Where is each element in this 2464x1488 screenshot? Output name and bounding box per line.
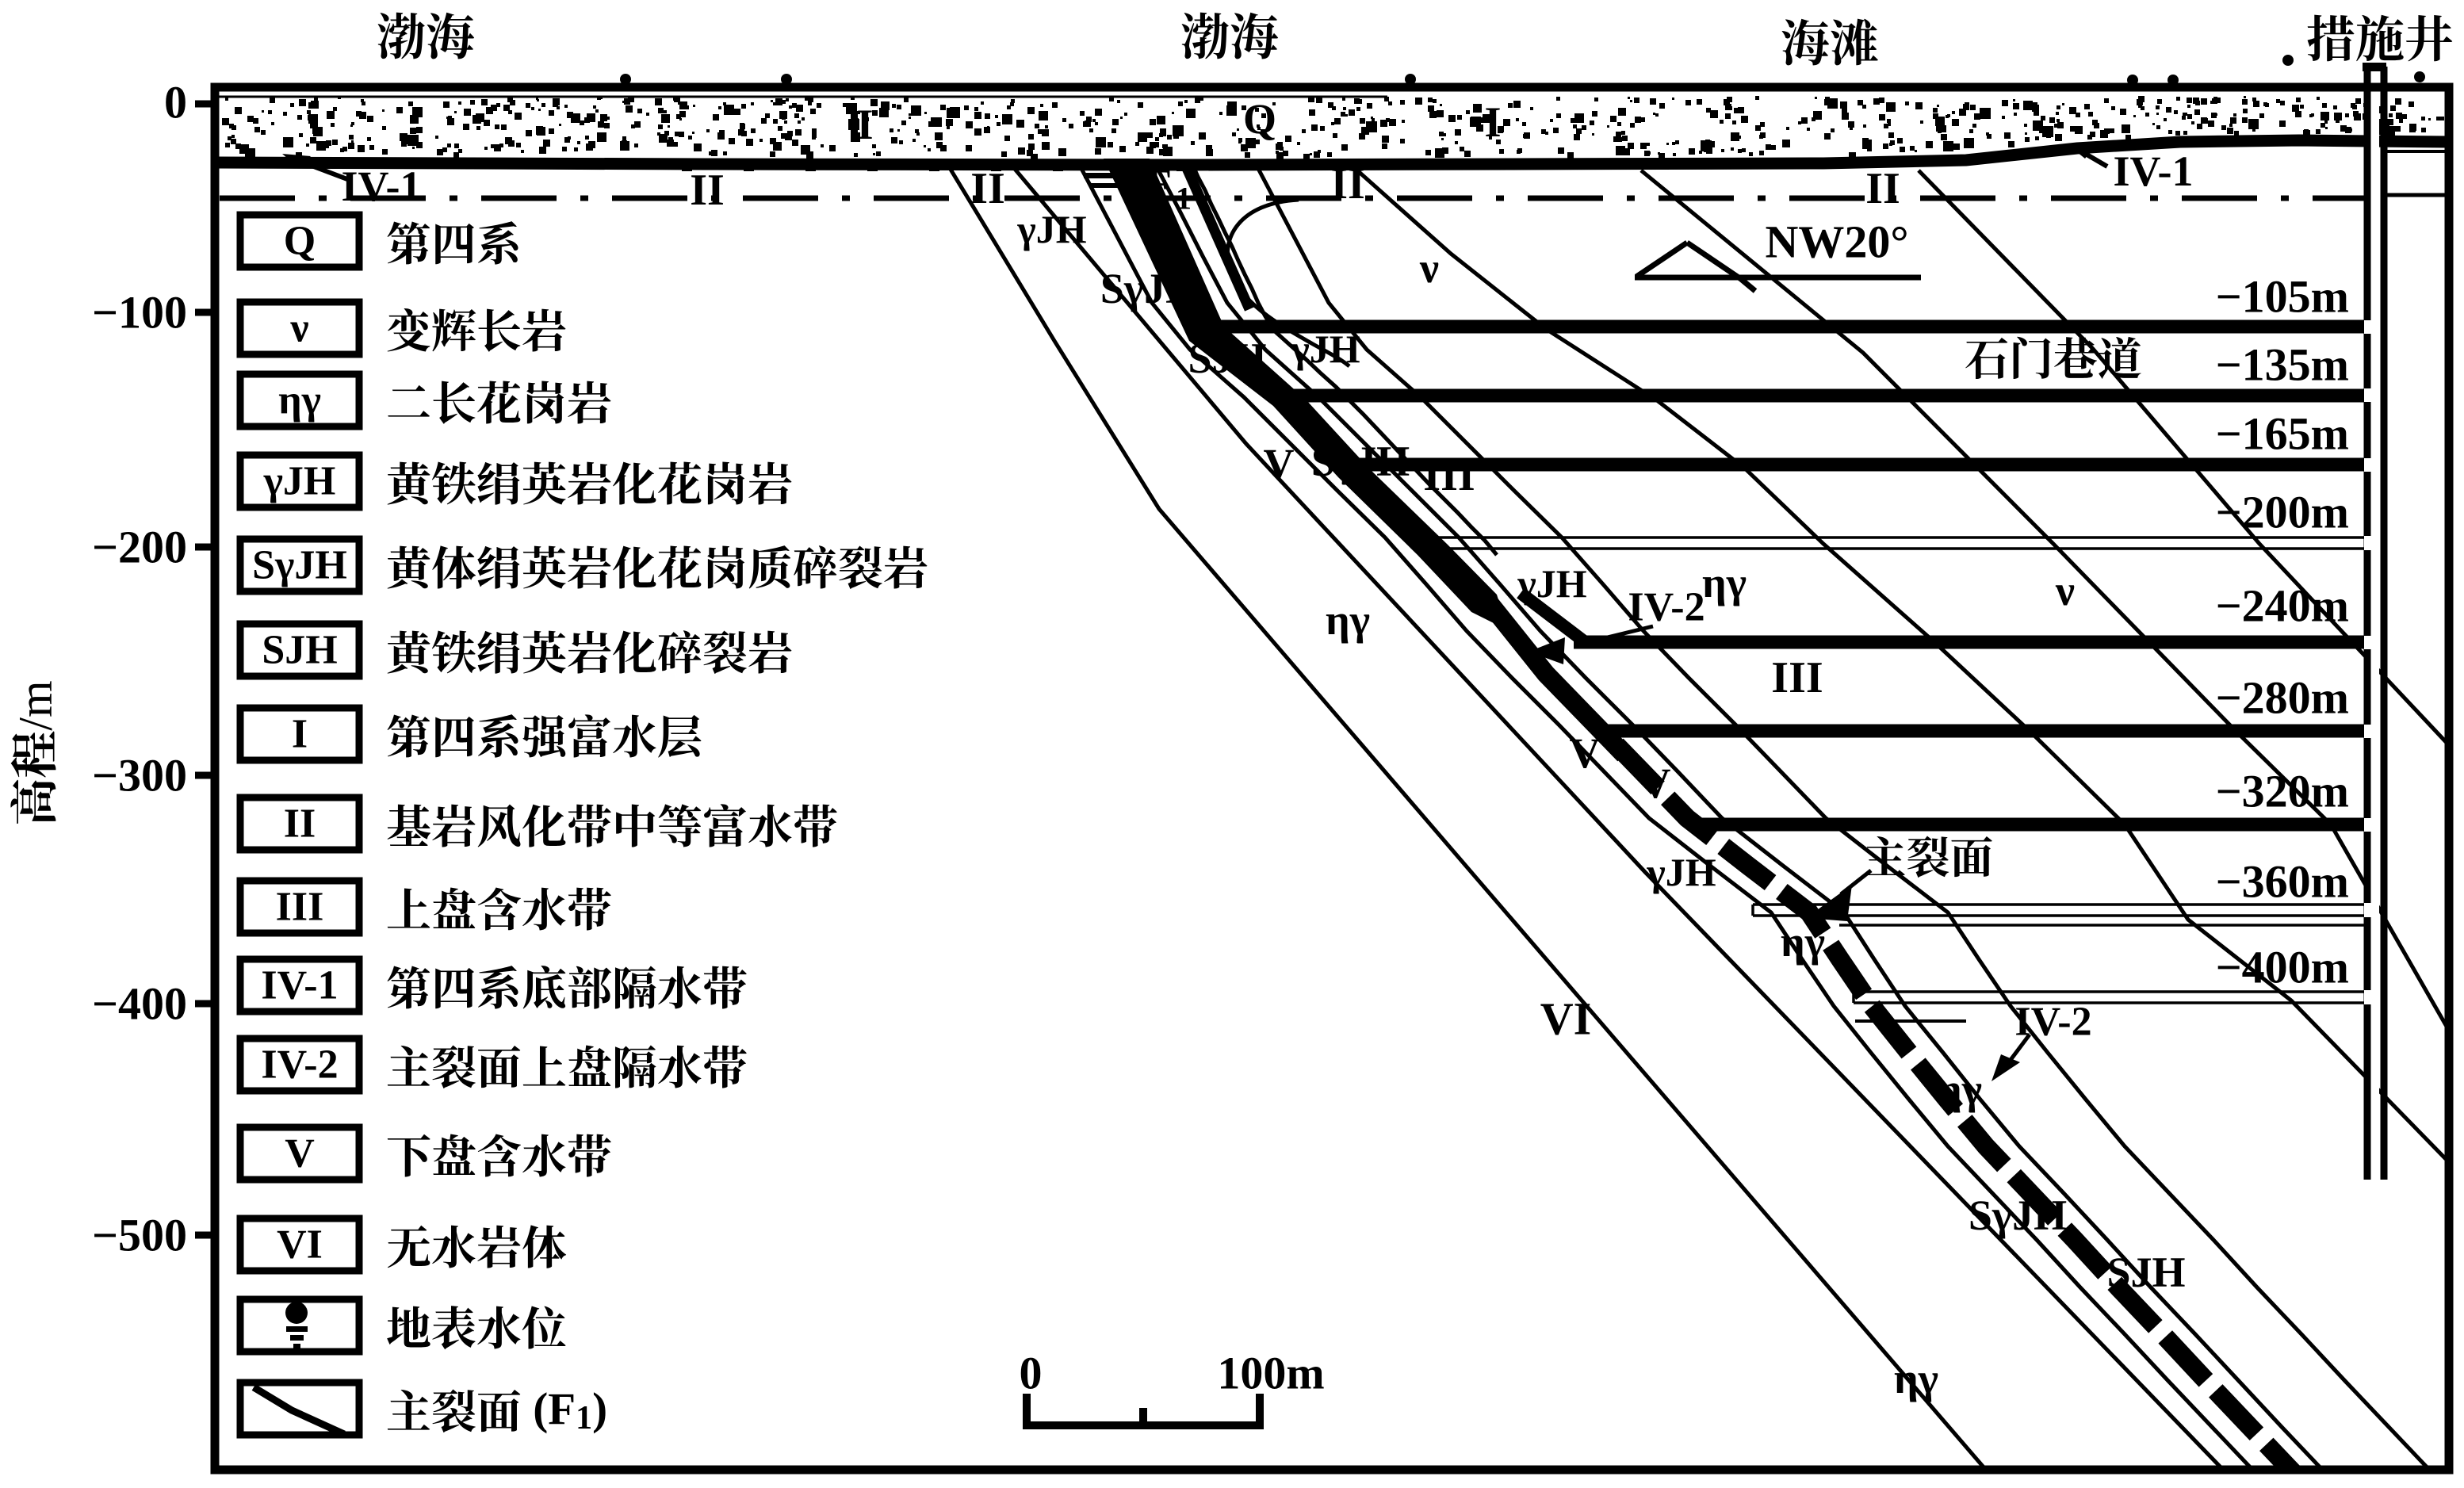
svg-text:III: III xyxy=(1771,653,1823,702)
svg-text:ηγ: ηγ xyxy=(278,378,321,423)
svg-text:−280m: −280m xyxy=(2216,672,2349,724)
svg-text:基岩风化带中等富水带: 基岩风化带中等富水带 xyxy=(386,791,838,856)
svg-text:II: II xyxy=(1865,164,1900,213)
svg-text:下盘含水带: 下盘含水带 xyxy=(386,1121,612,1186)
svg-text:IV-2: IV-2 xyxy=(261,1042,338,1088)
svg-text:SγJH: SγJH xyxy=(1100,265,1199,312)
svg-text:−500: −500 xyxy=(92,1210,187,1261)
svg-text:−200: −200 xyxy=(92,522,187,573)
svg-text:NW20°: NW20° xyxy=(1765,216,1908,268)
svg-text:SγJH: SγJH xyxy=(252,543,347,588)
svg-text:主裂面上盘隔水带: 主裂面上盘隔水带 xyxy=(386,1032,748,1097)
svg-text:石门巷道: 石门巷道 xyxy=(1965,325,2142,388)
svg-text:IV-1: IV-1 xyxy=(261,963,338,1008)
svg-text:1: 1 xyxy=(1176,181,1192,216)
svg-text:ν: ν xyxy=(1419,244,1439,292)
svg-text:黄铁绢英岩化碎裂岩: 黄铁绢英岩化碎裂岩 xyxy=(386,618,793,683)
svg-text:第四系强富水层: 第四系强富水层 xyxy=(386,702,704,767)
svg-text:−100: −100 xyxy=(92,287,187,339)
svg-text:措施井: 措施井 xyxy=(2306,1,2454,71)
svg-text:γJH: γJH xyxy=(1290,327,1360,371)
svg-text:−400: −400 xyxy=(92,978,187,1030)
svg-text:IV-1: IV-1 xyxy=(2114,147,2194,195)
svg-text:−400m: −400m xyxy=(2216,942,2349,993)
svg-text:0: 0 xyxy=(164,77,187,128)
svg-text:高程/m: 高程/m xyxy=(0,680,66,825)
svg-text:V: V xyxy=(1640,759,1671,807)
svg-text:−320m: −320m xyxy=(2216,766,2349,817)
svg-text:γJH: γJH xyxy=(1016,207,1086,251)
svg-text:ηγ: ηγ xyxy=(1781,918,1825,966)
svg-text:III: III xyxy=(1423,451,1475,500)
svg-text:SJH: SJH xyxy=(262,628,337,673)
svg-text:SJH: SJH xyxy=(2106,1249,2185,1296)
svg-text:−360m: −360m xyxy=(2216,856,2349,908)
svg-text:海滩: 海滩 xyxy=(1781,5,1879,75)
svg-text:SγJH-: SγJH- xyxy=(1311,438,1424,485)
svg-text:上盘含水带: 上盘含水带 xyxy=(386,874,612,939)
svg-text:无水岩体: 无水岩体 xyxy=(386,1212,567,1277)
svg-text:II: II xyxy=(690,166,725,215)
svg-text:γJH: γJH xyxy=(1517,561,1586,606)
svg-text:ηγ: ηγ xyxy=(1702,559,1747,606)
svg-text:变辉长岩: 变辉长岩 xyxy=(386,296,567,361)
svg-text:VI: VI xyxy=(1540,993,1591,1045)
svg-text:−200m: −200m xyxy=(2216,487,2349,538)
svg-text:渤海: 渤海 xyxy=(377,0,475,69)
svg-text:II: II xyxy=(284,801,316,847)
svg-text:−165m: −165m xyxy=(2216,408,2349,460)
svg-text:ηγ: ηγ xyxy=(1894,1355,1938,1402)
svg-text:−105m: −105m xyxy=(2216,271,2349,323)
svg-text:0: 0 xyxy=(1020,1348,1043,1399)
svg-text:第四系: 第四系 xyxy=(386,208,522,274)
svg-text:ν: ν xyxy=(2055,567,2075,614)
svg-text:III: III xyxy=(276,885,324,930)
svg-text:地表水位: 地表水位 xyxy=(386,1293,567,1358)
svg-text:−240m: −240m xyxy=(2216,580,2349,632)
svg-text:SJH: SJH xyxy=(1188,335,1266,382)
svg-text:渤海: 渤海 xyxy=(1180,0,1279,69)
svg-text:F: F xyxy=(1146,162,1172,207)
svg-text:ηγ: ηγ xyxy=(1326,596,1370,644)
svg-text:I: I xyxy=(856,101,873,148)
svg-text:第四系底部隔水带: 第四系底部隔水带 xyxy=(386,953,748,1018)
svg-text:IV-1: IV-1 xyxy=(342,163,422,210)
svg-text:I: I xyxy=(1484,98,1501,146)
svg-text:II: II xyxy=(970,164,1005,213)
svg-text:I: I xyxy=(292,712,308,757)
svg-text:Q: Q xyxy=(1243,95,1276,143)
svg-text:主裂面 (F1): 主裂面 (F1) xyxy=(386,1376,607,1441)
svg-text:−135m: −135m xyxy=(2216,339,2349,391)
svg-text:SγJH: SγJH xyxy=(1969,1192,2067,1239)
svg-text:γJH: γJH xyxy=(1646,850,1716,894)
svg-text:IV-2: IV-2 xyxy=(1628,585,1705,630)
svg-text:V: V xyxy=(1570,729,1601,777)
svg-text:Q: Q xyxy=(284,219,316,264)
svg-text:V: V xyxy=(1264,440,1295,488)
svg-text:γJH: γJH xyxy=(263,459,336,504)
svg-text:ηγ: ηγ xyxy=(1938,1065,1982,1113)
svg-text:二长花岗岩: 二长花岗岩 xyxy=(386,368,612,433)
svg-text:黄铁绢英岩化花岗岩: 黄铁绢英岩化花岗岩 xyxy=(386,449,793,514)
svg-text:V: V xyxy=(285,1131,315,1176)
svg-text:黄体绢英岩化花岗质碎裂岩: 黄体绢英岩化花岗质碎裂岩 xyxy=(386,533,928,598)
svg-text:ν: ν xyxy=(289,306,308,351)
svg-text:100m: 100m xyxy=(1217,1348,1324,1399)
svg-text:VI: VI xyxy=(277,1222,323,1268)
svg-text:II: II xyxy=(1330,159,1365,208)
svg-text:−300: −300 xyxy=(92,750,187,801)
svg-text:主裂面: 主裂面 xyxy=(1862,824,1993,886)
